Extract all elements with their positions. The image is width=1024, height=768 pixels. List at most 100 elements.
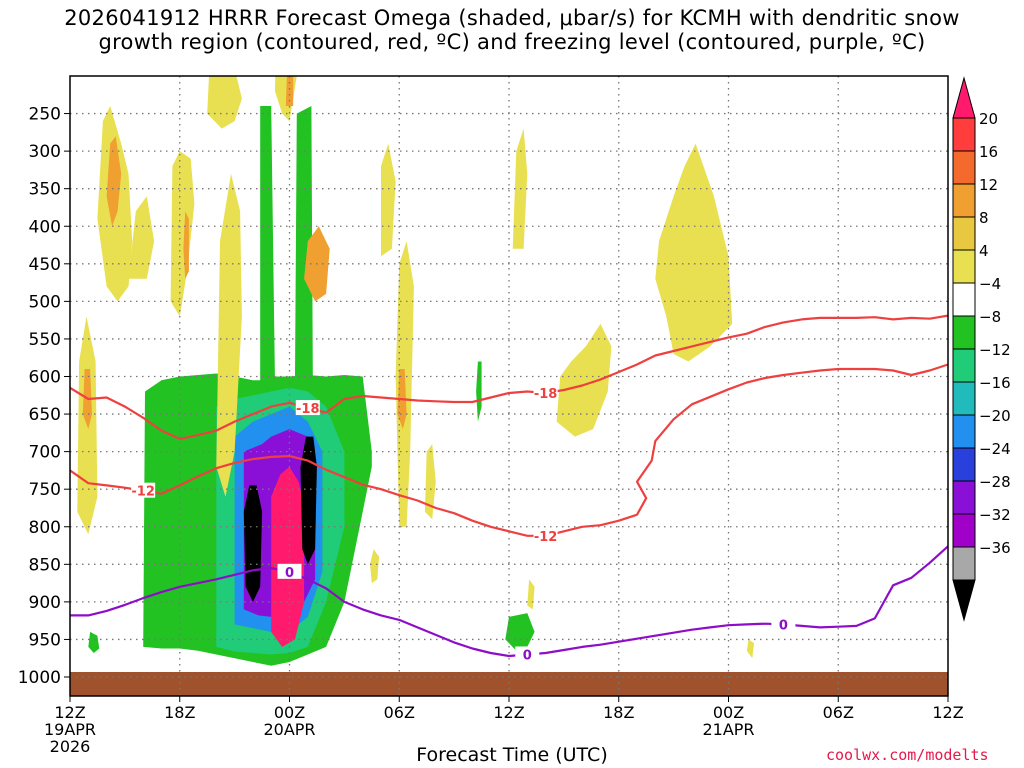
colorbar-label: −24 (979, 440, 1011, 458)
y-tick-label: 500 (29, 292, 61, 312)
colorbar: 20 16 12 8 4 −4 −8 −12 −16 −20 −24 −28 −32 −36 (952, 76, 1011, 622)
x-tick-label: 12Z (932, 703, 963, 722)
ascent-green-speck-2 (505, 613, 535, 651)
y-tick-label: 600 (29, 368, 61, 388)
descent-orange-1 (106, 136, 122, 227)
colorbar-segment (952, 282, 976, 317)
descent-yellow-10 (424, 444, 436, 520)
colorbar-segment (952, 513, 976, 548)
dgz-upper-18C (70, 314, 948, 440)
descent-yellow-6 (274, 76, 297, 122)
colorbar-label: −28 (979, 473, 1011, 491)
descent-yellow-13 (655, 143, 733, 362)
descent-orange-4 (285, 76, 294, 106)
colorbar-bottom-arrow (952, 579, 976, 622)
contour-label: -18 (296, 402, 320, 417)
ground-surface (70, 672, 948, 696)
colorbar-label: 12 (979, 176, 998, 194)
colorbar-segment (952, 546, 976, 581)
contour-label-box (515, 646, 540, 662)
chart-title: 2026041912 HRRR Forecast Omega (shaded, … (0, 6, 1024, 54)
x-tick-label: 19APR (44, 720, 96, 739)
y-tick-label: 850 (29, 555, 61, 575)
ascent-green-speck-3 (88, 631, 100, 653)
colorbar-label: 20 (979, 110, 998, 128)
x-tick-label: 00Z (274, 703, 305, 722)
colorbar-label: −36 (979, 539, 1011, 557)
descent-yellow-3 (170, 151, 195, 317)
y-tick-label: 900 (29, 593, 61, 613)
descent-yellow-12 (556, 323, 612, 437)
colorbar-label: −16 (979, 374, 1011, 392)
title-line-2: growth region (contoured, red, ºC) and f… (98, 30, 926, 54)
title-line-1: 2026041912 HRRR Forecast Omega (shaded, … (64, 6, 960, 30)
ascent-green-tower (260, 106, 314, 467)
colorbar-segment (952, 447, 976, 482)
ascent-black-1 (243, 485, 263, 602)
colorbar-label: 16 (979, 143, 998, 161)
y-tick-label: 800 (29, 518, 61, 538)
descent-yellow-16 (527, 579, 535, 610)
contour-label-box (533, 527, 558, 543)
y-tick-label: 350 (29, 180, 61, 200)
y-tick-label: 450 (29, 255, 61, 275)
colorbar-segment (952, 150, 976, 185)
y-tick-label: 300 (29, 142, 61, 162)
colorbar-label: −12 (979, 341, 1011, 359)
colorbar-label: −4 (979, 275, 1001, 293)
ascent-black-2 (300, 436, 317, 565)
colorbar-segment (952, 117, 976, 152)
contour-label: -12 (534, 530, 558, 545)
descent-yellow-4 (216, 173, 242, 497)
descent-yellow-5 (207, 76, 242, 129)
y-tick-label: 1000 (18, 668, 61, 688)
contour-label: 0 (285, 566, 294, 581)
x-tick-label: 12Z (493, 703, 524, 722)
descent-yellow-9 (381, 143, 396, 257)
colorbar-segment (952, 249, 976, 284)
y-tick-label: 750 (29, 480, 61, 500)
colorbar-label: 4 (979, 242, 989, 260)
descent-yellow-15 (746, 639, 755, 659)
x-tick-label: 00Z (713, 703, 744, 722)
contour-label: -12 (131, 485, 155, 500)
x-tick-label: 12Z (54, 703, 85, 722)
x-tick-label: 06Z (823, 703, 854, 722)
watermark: coolwx.com/modelts (826, 746, 989, 764)
colorbar-segment (952, 315, 976, 350)
colorbar-segment (952, 414, 976, 449)
contour-label-box (295, 400, 320, 416)
contour-label: -18 (534, 387, 558, 402)
contour-label-box (771, 616, 796, 632)
colorbar-top-arrow (952, 76, 976, 119)
y-tick-label: 250 (29, 105, 61, 125)
descent-pink (271, 466, 305, 647)
colorbar-segment (952, 216, 976, 251)
descent-yellow-2 (128, 196, 155, 279)
colorbar-label: 8 (979, 209, 989, 227)
omega-shading (77, 76, 755, 666)
y-tick-label: 650 (29, 405, 61, 425)
gridlines (70, 76, 948, 696)
colorbar-label: −20 (979, 407, 1011, 425)
x-tick-label: 06Z (384, 703, 415, 722)
colorbar-segment (952, 381, 976, 416)
y-tick-label: 950 (29, 630, 61, 650)
y-tick-label: 550 (29, 330, 61, 350)
descent-orange-2 (183, 211, 189, 279)
descent-yellow-14 (370, 549, 380, 584)
x-tick-label: 18Z (164, 703, 195, 722)
x-tick-label: 20APR (263, 720, 315, 739)
colorbar-segment (952, 183, 976, 218)
x-tick-label: 2026 (50, 737, 91, 756)
y-tick-label: 400 (29, 217, 61, 237)
contour-label: 0 (523, 648, 532, 663)
freezing-level-0C (70, 545, 948, 658)
colorbar-label: −8 (979, 308, 1001, 326)
colorbar-segment (952, 480, 976, 515)
contour-labels: -18 -18 -12 -12 0 0 0 (131, 385, 796, 663)
colorbar-label: −32 (979, 506, 1011, 524)
y-axis: 250 300 350 400 450 500 550 600 650 700 750 800 850 9… (18, 105, 70, 688)
x-tick-label: 21APR (702, 720, 754, 739)
